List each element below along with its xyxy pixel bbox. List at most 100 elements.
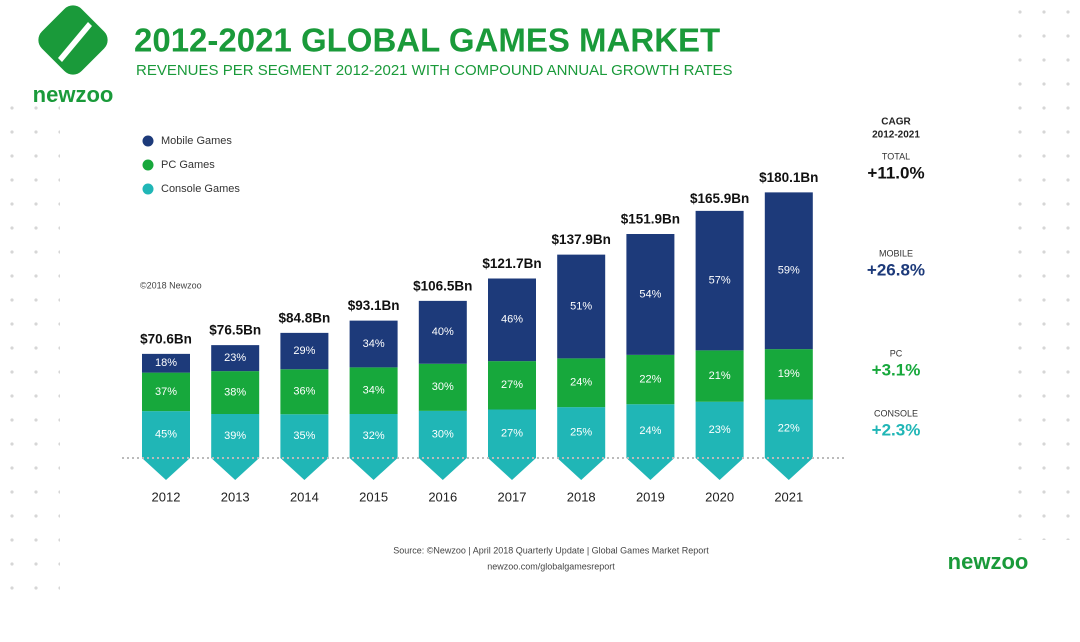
segment-label: 27% xyxy=(501,379,523,391)
bar-segment xyxy=(280,332,329,370)
cagr-title: 2012-2021 xyxy=(872,130,920,141)
total-label: $137.9Bn xyxy=(552,232,611,247)
bar-segment xyxy=(349,320,398,368)
segment-label: 59% xyxy=(778,265,800,277)
total-label: $165.9Bn xyxy=(690,191,749,206)
x-tick-label: 2013 xyxy=(221,489,250,504)
total-label: $106.5Bn xyxy=(413,278,472,293)
segment-label: 19% xyxy=(778,368,800,380)
segment-label: 30% xyxy=(432,428,454,440)
segment-label: 57% xyxy=(709,274,731,286)
bar-segment xyxy=(695,350,744,402)
bar-segment xyxy=(488,361,536,410)
brand-text: newzoo xyxy=(948,549,1029,574)
segment-label: 40% xyxy=(432,326,454,338)
segment-label: 38% xyxy=(224,386,246,398)
bar-segment xyxy=(557,407,606,480)
total-label: $180.1Bn xyxy=(759,170,818,185)
cagr-value: +11.0% xyxy=(867,163,924,182)
bar-segment xyxy=(626,233,675,355)
segment-label: 23% xyxy=(709,424,731,436)
bar-segment xyxy=(488,278,536,362)
cagr-name: CONSOLE xyxy=(874,408,918,418)
segment-label: 25% xyxy=(570,426,592,438)
segment-label: 34% xyxy=(363,338,385,350)
bar-segment xyxy=(211,413,260,480)
legend-swatch xyxy=(142,159,154,171)
cagr-value: +3.1% xyxy=(872,360,921,379)
bar-segment xyxy=(488,409,536,480)
segment-label: 22% xyxy=(639,373,661,385)
chart-title: 2012-2021 GLOBAL GAMES MARKET xyxy=(134,22,720,59)
x-tick-label: 2017 xyxy=(498,489,527,504)
segment-label: 46% xyxy=(501,314,523,326)
x-tick-label: 2014 xyxy=(290,489,319,504)
segment-label: 39% xyxy=(224,430,246,442)
segment-label: 29% xyxy=(293,345,315,357)
bar-segment xyxy=(764,192,813,350)
bar-segment xyxy=(142,411,190,480)
total-label: $121.7Bn xyxy=(482,256,541,271)
segment-label: 24% xyxy=(639,425,661,437)
segment-label: 23% xyxy=(224,352,246,364)
cagr-value: +26.8% xyxy=(867,260,925,279)
segment-label: 30% xyxy=(432,381,454,393)
cagr-name: MOBILE xyxy=(879,248,913,258)
legend-swatch xyxy=(142,135,154,147)
total-label: $93.1Bn xyxy=(348,298,400,313)
bar-segment xyxy=(557,358,606,408)
bar-segment xyxy=(764,399,813,480)
x-tick-label: 2019 xyxy=(636,489,665,504)
legend-label: PC Games xyxy=(161,159,215,171)
legend-swatch xyxy=(142,183,154,195)
bar-segment xyxy=(349,414,398,480)
cagr-value: +2.3% xyxy=(872,420,921,439)
bar-segment xyxy=(280,414,329,480)
cagr-name: TOTAL xyxy=(882,151,910,161)
legend-label: Mobile Games xyxy=(161,135,232,147)
segment-label: 21% xyxy=(709,370,731,382)
total-label: $76.5Bn xyxy=(209,323,261,338)
bar-segment xyxy=(695,401,744,480)
source: Source: ©Newzoo | April 2018 Quarterly U… xyxy=(393,545,709,555)
x-tick-label: 2012 xyxy=(152,489,181,504)
total-label: $84.8Bn xyxy=(279,310,331,325)
url: newzoo.com/globalgamesreport xyxy=(487,561,615,571)
segment-label: 51% xyxy=(570,300,592,312)
bar-segment xyxy=(626,404,675,480)
segment-label: 27% xyxy=(501,428,523,440)
segment-label: 45% xyxy=(155,428,177,440)
bar-segment xyxy=(142,372,190,412)
segment-label: 35% xyxy=(293,430,315,442)
copyright: ©2018 Newzoo xyxy=(140,280,202,290)
cagr-name: PC xyxy=(890,348,903,358)
bar-segment xyxy=(280,369,329,415)
segment-label: 54% xyxy=(639,288,661,300)
x-tick-label: 2018 xyxy=(567,489,596,504)
logo xyxy=(38,5,108,75)
bar-segment xyxy=(626,354,675,405)
bar-segment xyxy=(764,349,813,400)
bar-segment xyxy=(418,300,467,364)
segment-label: 24% xyxy=(570,377,592,389)
bar-segment xyxy=(418,410,467,480)
segment-label: 36% xyxy=(293,386,315,398)
total-label: $70.6Bn xyxy=(140,331,192,346)
x-tick-label: 2020 xyxy=(705,489,734,504)
bar-segment xyxy=(557,254,606,359)
bar-segment xyxy=(211,371,260,414)
chart-subtitle: REVENUES PER SEGMENT 2012-2021 WITH COMP… xyxy=(136,62,733,79)
decor-dots xyxy=(0,100,60,600)
bar-segment xyxy=(695,210,744,351)
segment-label: 32% xyxy=(363,430,385,442)
x-tick-label: 2015 xyxy=(359,489,388,504)
legend-label: Console Games xyxy=(161,183,240,195)
segment-label: 18% xyxy=(155,357,177,369)
bar-segment xyxy=(418,363,467,411)
segment-label: 22% xyxy=(778,423,800,435)
total-label: $151.9Bn xyxy=(621,212,680,227)
bar-segment xyxy=(349,367,398,415)
x-tick-label: 2016 xyxy=(428,489,457,504)
segment-label: 37% xyxy=(155,386,177,398)
